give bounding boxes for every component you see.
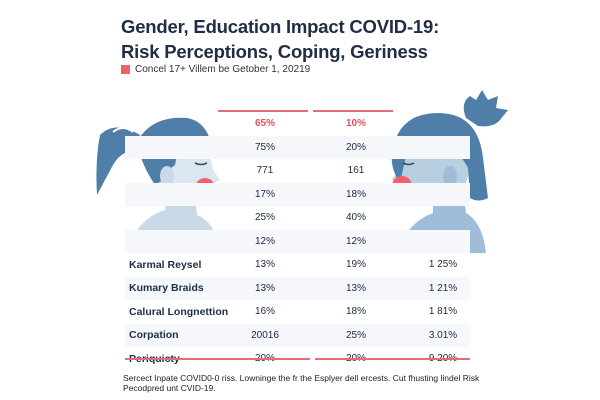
row-value-3: 3.01% (428, 329, 458, 341)
page-title: Gender, Education Impact COVID-19: Risk … (121, 14, 521, 64)
row-value-2: 12% (345, 235, 366, 247)
row-label: Karmal Reysel (129, 258, 202, 271)
row-value-3: 1 25% (428, 259, 458, 271)
row-value-1: 12% (254, 235, 275, 247)
row-value-2: 161 (347, 165, 365, 177)
row-value-1: 13% (254, 282, 275, 294)
row-value-2: 20% (345, 141, 366, 153)
table-row: 12% 12% (125, 229, 470, 253)
row-value-2: 25% (345, 329, 366, 341)
row-value-1: 17% (254, 188, 275, 200)
row-value-2: 40% (345, 212, 366, 224)
footer-divider-left (125, 358, 310, 360)
row-value-1: 75% (254, 141, 275, 153)
row-value-2: 19% (345, 259, 366, 271)
table-row: 75% 20% (125, 135, 470, 159)
row-value-1: 20016 (251, 329, 279, 341)
header-divider-right (313, 110, 393, 112)
title-line-2: Risk Perceptions, Coping, Geriness (121, 41, 428, 62)
subtitle-text: Concel 17+ Villem be Getober 1, 20219 (135, 64, 311, 75)
title-line-1: Gender, Education Impact COVID-19: (121, 16, 440, 37)
row-value-1: 13% (254, 259, 275, 271)
table-row: Kumary Braids 13% 13% 1 21% (125, 276, 470, 300)
row-label: Corpation (129, 329, 179, 342)
row-value-2: 13% (345, 282, 366, 294)
row-value-2: 18% (345, 306, 366, 318)
row-label: Calural Longnettion (129, 305, 229, 318)
table-row: Corpation 20016 25% 3.01% (125, 323, 470, 347)
table-header-row: 65% 10% (125, 112, 470, 136)
row-value-3: 1 21% (428, 282, 458, 294)
row-label: Kumary Braids (129, 282, 204, 295)
table-row: 25% 40% (125, 206, 470, 230)
row-value-1: 25% (254, 212, 275, 224)
row-value-2: 18% (345, 188, 366, 200)
data-table: 65% 10% 75% 20% 771 161 17% 18% 25% 40% … (125, 102, 470, 371)
header-divider-left (218, 110, 308, 112)
row-value-1: 16% (254, 306, 275, 318)
footer-divider-right (315, 358, 470, 360)
legend-square-icon (121, 65, 130, 74)
header-col-1: 65% (254, 118, 275, 130)
table-row: 771 161 (125, 159, 470, 183)
table-row: 17% 18% (125, 182, 470, 206)
table-row: Karmal Reysel 13% 19% 1 25% (125, 253, 470, 277)
footnote: Sercect Inpate COVID0-0 riss. Lowninge t… (123, 373, 480, 393)
row-value-1: 771 (256, 165, 274, 177)
header-col-2: 10% (345, 118, 366, 130)
subtitle: Concel 17+ Villem be Getober 1, 20219 (121, 64, 310, 75)
table-row: Calural Longnettion 16% 18% 1 81% (125, 300, 470, 324)
row-value-3: 1 81% (428, 306, 458, 318)
